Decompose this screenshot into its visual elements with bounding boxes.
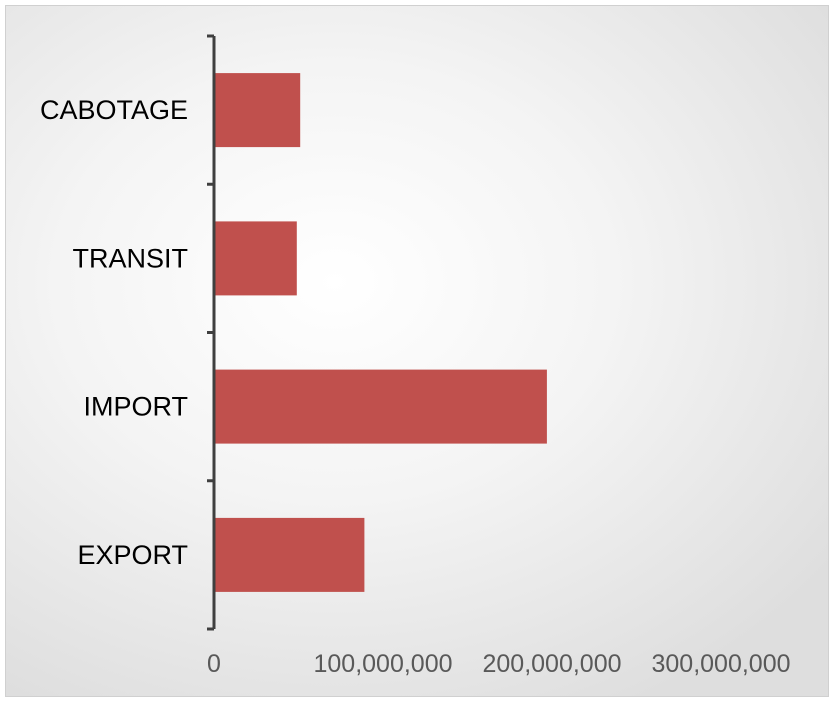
bar-transit [214,221,297,296]
bar-import [214,369,547,444]
category-label-export: EXPORT [77,540,188,570]
bar-export [214,517,365,592]
category-label-transit: TRANSIT [72,243,188,273]
value-tick-label: 0 [207,650,221,678]
chart-area: CABOTAGE TRANSIT IMPORT EXPORT 0 100,000,000 2… [5,5,829,697]
value-tick-label: 100,000,000 [313,650,452,678]
bar-cabotage [214,73,301,148]
category-label-cabotage: CABOTAGE [40,95,188,125]
bar-chart: CABOTAGE TRANSIT IMPORT EXPORT 0 100,000,000 2… [40,34,791,678]
value-tick-label: 300,000,000 [651,650,790,678]
category-label-import: IMPORT [83,392,188,422]
value-tick-label: 200,000,000 [482,650,621,678]
